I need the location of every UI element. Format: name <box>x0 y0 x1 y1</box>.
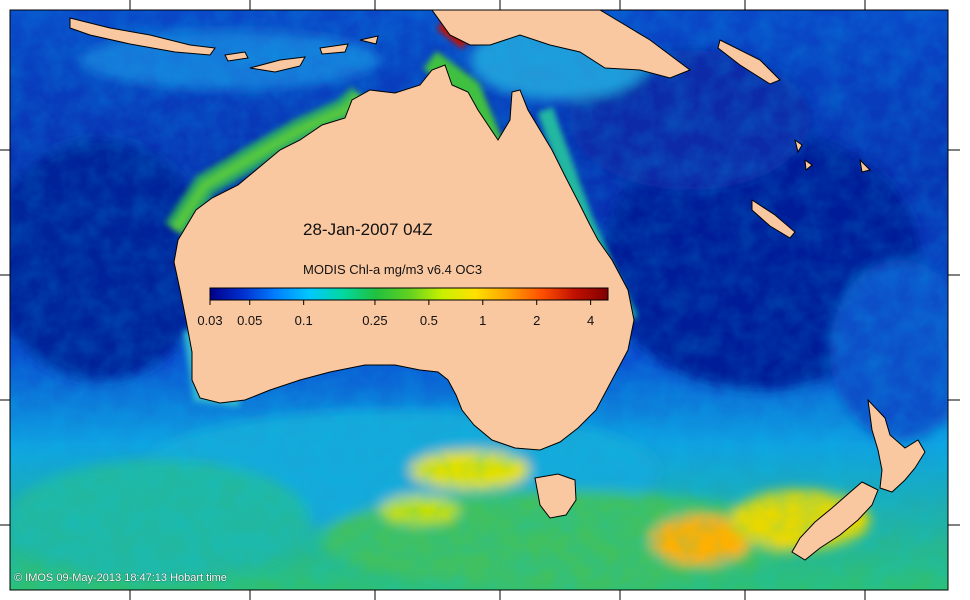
colorbar-tick-label: 1 <box>479 313 487 328</box>
colorbar-tick-label: 0.5 <box>419 313 438 328</box>
colorbar-gradient <box>209 287 609 301</box>
colorbar-tick-label: 0.1 <box>294 313 313 328</box>
colorbar-tick-label: 4 <box>587 313 595 328</box>
legend-title: MODIS Chl-a mg/m3 v6.4 OC3 <box>303 262 483 277</box>
land-tasmania <box>534 473 577 519</box>
colorbar-tick-label: 0.05 <box>237 313 263 328</box>
land-new-zealand-north <box>867 398 926 493</box>
colorbar-tick-label: 0.25 <box>362 313 388 328</box>
footer-credit: © IMOS 09-May-2013 18:47:13 Hobart time <box>14 572 227 584</box>
land-new-guinea <box>431 9 692 79</box>
land-new-zealand-south <box>791 481 879 561</box>
land-islands-north <box>224 35 379 62</box>
land-pacific-islands <box>717 39 871 173</box>
land-new-caledonia <box>751 199 796 239</box>
land-timor <box>249 56 306 73</box>
map-border <box>9 9 949 591</box>
colorbar-tick-label: 2 <box>533 313 541 328</box>
land-australia <box>173 64 635 451</box>
colorbar <box>209 287 609 305</box>
date-label: 28-Jan-2007 04Z <box>303 220 433 239</box>
land-java <box>69 17 216 56</box>
colorbar-tick-label: 0.03 <box>197 313 223 328</box>
